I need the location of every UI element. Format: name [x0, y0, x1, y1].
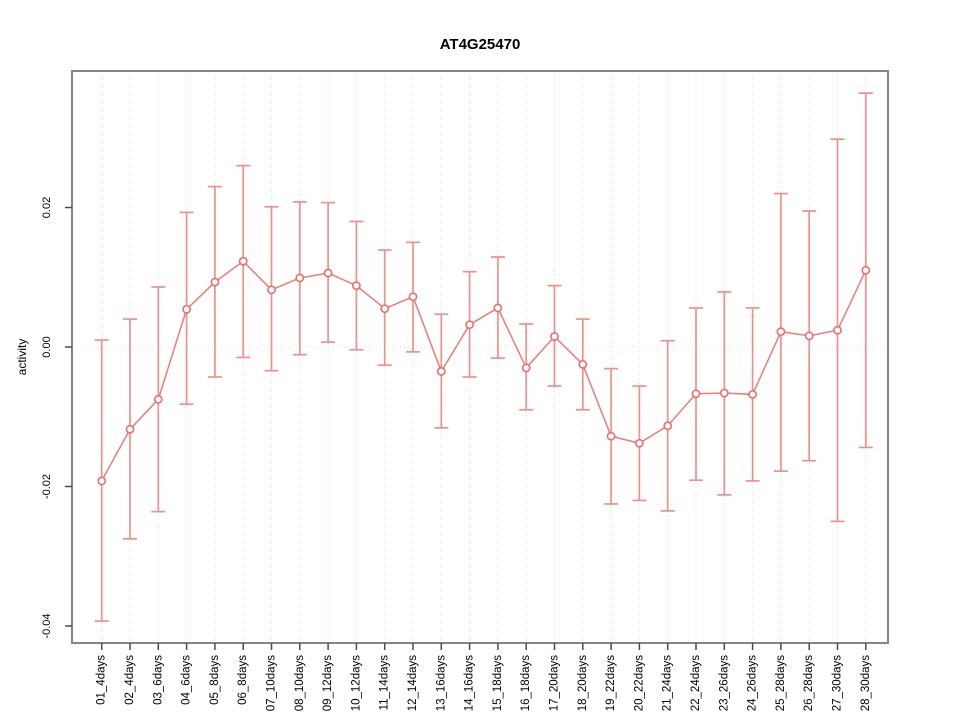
- gridlines: [101, 71, 867, 643]
- data-point: [436, 367, 446, 376]
- x-tick-label: 27_30days: [832, 655, 844, 712]
- x-axis: 01_4days 02_4days 03_6days 04_6days 05_8days…: [96, 643, 872, 711]
- data-point: [267, 285, 276, 295]
- data-point: [238, 256, 248, 266]
- x-tick-label: 26_28days: [803, 655, 815, 712]
- data-point: [153, 394, 163, 404]
- x-tick-label: 04_6days: [181, 655, 193, 705]
- x-tick-label: 09_12days: [322, 655, 334, 712]
- x-tick-label: 23_26days: [718, 655, 730, 712]
- data-point: [833, 325, 842, 335]
- chart-title: AT4G25470: [439, 36, 521, 53]
- data-point: [719, 388, 729, 398]
- data-point: [550, 332, 559, 341]
- data-point: [380, 304, 390, 314]
- y-tick-label: 0.00: [41, 336, 53, 357]
- x-tick-label: 02_4days: [124, 655, 136, 705]
- data-point: [606, 431, 616, 441]
- x-tick-label: 21_24days: [662, 655, 674, 712]
- data-point: [295, 273, 305, 283]
- x-tick-label: 14_16days: [464, 655, 476, 712]
- data-point: [351, 281, 361, 291]
- x-tick-label: 20_22days: [633, 655, 645, 712]
- data-point: [635, 438, 644, 448]
- x-tick-label: 18_20days: [577, 655, 589, 712]
- data-point: [663, 421, 673, 431]
- data-point: [804, 331, 814, 341]
- x-tick-label: 11_14days: [379, 655, 391, 711]
- x-tick-label: 24_26days: [747, 655, 759, 712]
- data-point: [691, 389, 701, 399]
- data-point: [493, 303, 503, 313]
- x-tick-label: 10_12days: [350, 655, 362, 712]
- x-tick-label: 17_20days: [549, 655, 561, 712]
- error-bars: [94, 92, 873, 622]
- x-tick-label: 06_8days: [237, 655, 249, 705]
- data-points: [97, 256, 871, 486]
- data-point: [578, 360, 588, 369]
- x-tick-label: 03_6days: [152, 655, 164, 705]
- x-tick-label: 15_18days: [492, 655, 504, 712]
- data-point: [748, 390, 757, 399]
- x-tick-label: 07_10days: [266, 655, 278, 712]
- x-tick-label: 08_10days: [294, 655, 306, 712]
- y-tick-label: -0.04: [41, 613, 53, 638]
- y-tick-label: 0.02: [41, 197, 53, 218]
- x-tick-label: 12_14days: [407, 655, 419, 712]
- x-tick-label: 13_16days: [435, 655, 447, 712]
- data-point: [210, 277, 220, 287]
- data-point: [97, 476, 107, 486]
- x-tick-label: 28_30days: [860, 655, 872, 712]
- series-line: [101, 260, 867, 482]
- data-point: [776, 327, 786, 337]
- data-point: [323, 268, 333, 278]
- data-point: [125, 424, 135, 434]
- y-tick-label: -0.02: [41, 474, 53, 499]
- data-point: [408, 292, 418, 302]
- x-tick-label: 22_24days: [690, 655, 702, 712]
- x-tick-label: 25_28days: [775, 655, 787, 712]
- x-tick-label: 16_18days: [520, 655, 532, 712]
- data-point: [861, 265, 871, 275]
- data-point: [521, 363, 531, 373]
- plot-box: [71, 70, 889, 644]
- x-tick-label: 01_4days: [96, 655, 108, 705]
- data-point: [182, 304, 191, 314]
- y-axis: -0.04 -0.02 0.00 0.02: [41, 197, 72, 639]
- x-tick-label: 19_22days: [605, 655, 617, 712]
- x-tick-label: 05_8days: [209, 655, 221, 705]
- data-point: [465, 320, 474, 330]
